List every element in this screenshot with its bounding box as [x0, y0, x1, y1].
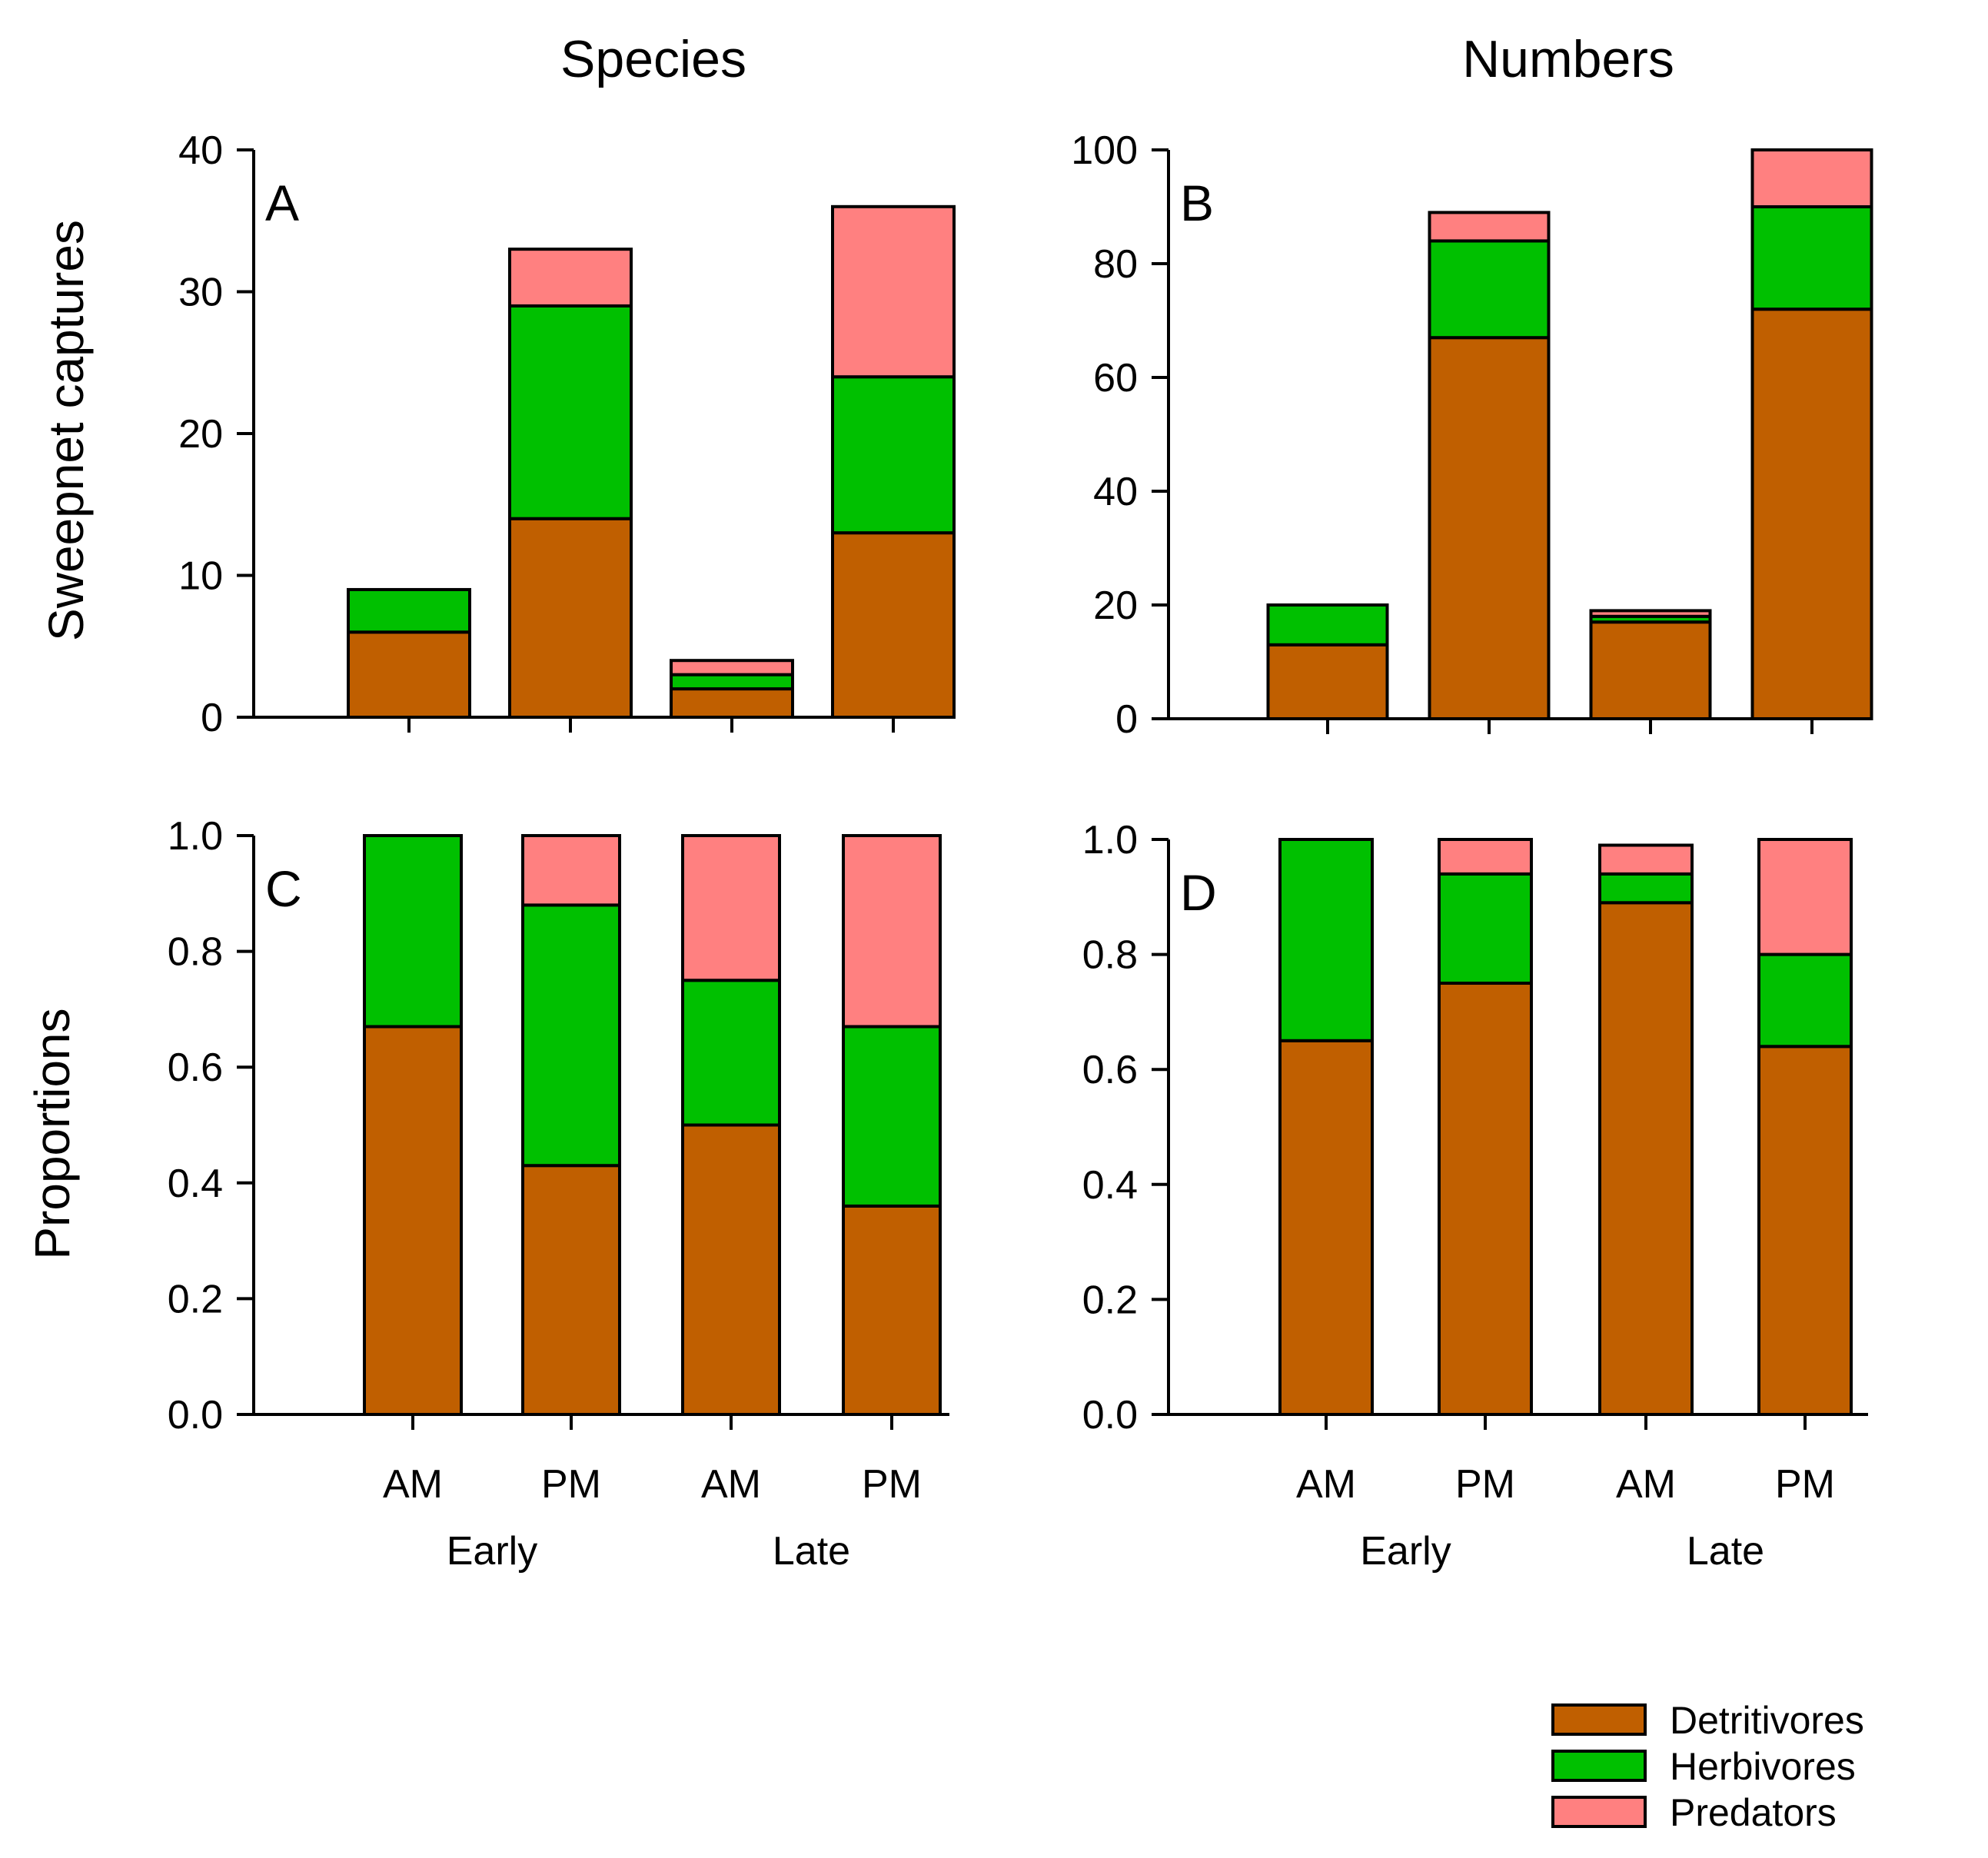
- y-axis-label-proportions: Proportions: [25, 1008, 80, 1259]
- y-tick-label-c-1: 0.2: [168, 1277, 223, 1321]
- bar-d-4-detritivores: [1757, 1045, 1853, 1417]
- y-tick-label-b-2: 40: [1093, 470, 1138, 514]
- x-category-label-c-2: PM: [541, 1462, 601, 1507]
- panel-letter-c: C: [265, 860, 302, 917]
- y-tick-label-c-5: 1.0: [168, 814, 223, 859]
- bar-a-4-predators: [831, 204, 956, 379]
- bar-b-4-predators: [1750, 148, 1873, 208]
- x-group-label-d-late: Late: [1687, 1529, 1764, 1574]
- bar-b-2-herbivores: [1428, 239, 1551, 340]
- bar-b-4-herbivores: [1750, 205, 1873, 311]
- bar-a-4-herbivores: [831, 375, 956, 535]
- y-tick-label-b-1: 20: [1093, 583, 1138, 628]
- bar-a-1-herbivores: [347, 587, 471, 634]
- y-tick-label-a-3: 30: [178, 271, 223, 315]
- y-tick-label-b-3: 60: [1093, 356, 1138, 401]
- bar-b-3-predators: [1589, 609, 1712, 618]
- y-tick-label-d-3: 0.6: [1082, 1048, 1138, 1092]
- bar-c-3-predators: [681, 834, 781, 982]
- y-tick-label-c-3: 0.6: [168, 1045, 223, 1090]
- bar-d-4-herbivores: [1757, 952, 1853, 1049]
- y-tick-label-c-0: 0.0: [168, 1393, 223, 1438]
- panel-letter-a: A: [265, 174, 299, 231]
- x-group-label-d-early: Early: [1360, 1529, 1451, 1574]
- y-tick-label-b-5: 100: [1071, 128, 1138, 173]
- y-tick-label-a-2: 20: [178, 412, 223, 457]
- y-tick-label-a-0: 0: [201, 696, 223, 740]
- bar-d-4-predators: [1757, 838, 1853, 956]
- y-tick-label-c-2: 0.4: [168, 1162, 223, 1206]
- legend-label-herbivores: Herbivores: [1670, 1745, 1856, 1788]
- bar-a-3-herbivores: [670, 673, 794, 691]
- y-tick-label-d-4: 0.8: [1082, 933, 1138, 978]
- bar-d-1-detritivores: [1278, 1039, 1374, 1417]
- bar-c-3-herbivores: [681, 979, 781, 1127]
- legend-label-predators: Predators: [1670, 1791, 1837, 1834]
- bar-b-3-detritivores: [1589, 620, 1712, 721]
- bar-d-3-detritivores: [1598, 901, 1694, 1416]
- y-tick-label-b-4: 80: [1093, 242, 1138, 287]
- y-tick-label-d-0: 0.0: [1082, 1393, 1138, 1438]
- panel-a-species-counts: 0 10 20 30 40 A: [178, 128, 956, 740]
- bar-c-4-herbivores: [842, 1025, 942, 1208]
- bar-a-2-predators: [508, 248, 633, 307]
- bar-b-1-herbivores: [1266, 603, 1389, 646]
- x-category-label-d-3: AM: [1616, 1462, 1676, 1507]
- bar-c-4-detritivores: [842, 1204, 942, 1417]
- panel-b-number-counts: 0 20 40 60 80 100 B: [1071, 128, 1873, 742]
- x-category-label-c-1: AM: [383, 1462, 443, 1507]
- bar-b-2-predators: [1428, 211, 1551, 243]
- bar-d-2-detritivores: [1438, 982, 1533, 1416]
- x-group-label-c-late: Late: [773, 1529, 850, 1574]
- bar-d-3-predators: [1598, 843, 1694, 876]
- legend-swatch-predators: [1551, 1796, 1647, 1828]
- bar-d-2-predators: [1438, 838, 1533, 876]
- bar-a-2-detritivores: [508, 517, 633, 719]
- bar-d-1-herbivores: [1278, 838, 1374, 1042]
- bar-c-2-herbivores: [521, 903, 621, 1168]
- x-category-label-c-3: AM: [701, 1462, 761, 1507]
- bar-a-3-detritivores: [670, 687, 794, 719]
- y-tick-label-d-5: 1.0: [1082, 818, 1138, 863]
- bar-b-4-detritivores: [1750, 307, 1873, 720]
- legend-label-detritivores: Detritivores: [1670, 1699, 1864, 1742]
- bar-c-1-herbivores: [363, 834, 463, 1029]
- x-category-label-d-1: AM: [1296, 1462, 1356, 1507]
- bar-c-2-detritivores: [521, 1164, 621, 1416]
- bar-c-1-detritivores: [363, 1025, 463, 1416]
- bar-c-2-predators: [521, 834, 621, 907]
- y-tick-label-c-4: 0.8: [168, 930, 223, 975]
- bar-b-2-detritivores: [1428, 336, 1551, 720]
- column-title-species: Species: [560, 30, 746, 88]
- bar-c-3-detritivores: [681, 1123, 781, 1416]
- y-tick-label-d-1: 0.2: [1082, 1278, 1138, 1322]
- bar-d-2-herbivores: [1438, 872, 1533, 985]
- y-tick-label-b-0: 0: [1115, 697, 1138, 742]
- legend-swatch-detritivores: [1551, 1703, 1647, 1736]
- y-axis-label-sweepnet-captures: Sweepnet captures: [38, 220, 94, 641]
- panel-letter-b: B: [1180, 174, 1214, 231]
- x-category-label-d-2: PM: [1455, 1462, 1515, 1507]
- bar-d-3-herbivores: [1598, 872, 1694, 905]
- bar-a-3-predators: [670, 659, 794, 676]
- bar-b-1-detritivores: [1266, 643, 1389, 720]
- legend-swatch-herbivores: [1551, 1750, 1647, 1782]
- y-tick-label-a-4: 40: [178, 128, 223, 173]
- legend: Detritivores Herbivores Predators: [1551, 1699, 1864, 1834]
- y-tick-label-a-1: 10: [178, 554, 223, 599]
- bar-a-1-detritivores: [347, 630, 471, 719]
- bar-a-4-detritivores: [831, 531, 956, 720]
- panel-letter-d: D: [1180, 864, 1217, 921]
- x-group-label-c-early: Early: [447, 1529, 537, 1574]
- x-category-label-d-4: PM: [1775, 1462, 1835, 1507]
- bar-c-4-predators: [842, 834, 942, 1029]
- bar-a-2-herbivores: [508, 304, 633, 520]
- column-title-numbers: Numbers: [1462, 30, 1674, 88]
- x-category-label-c-4: PM: [862, 1462, 922, 1507]
- y-tick-label-d-2: 0.4: [1082, 1163, 1138, 1208]
